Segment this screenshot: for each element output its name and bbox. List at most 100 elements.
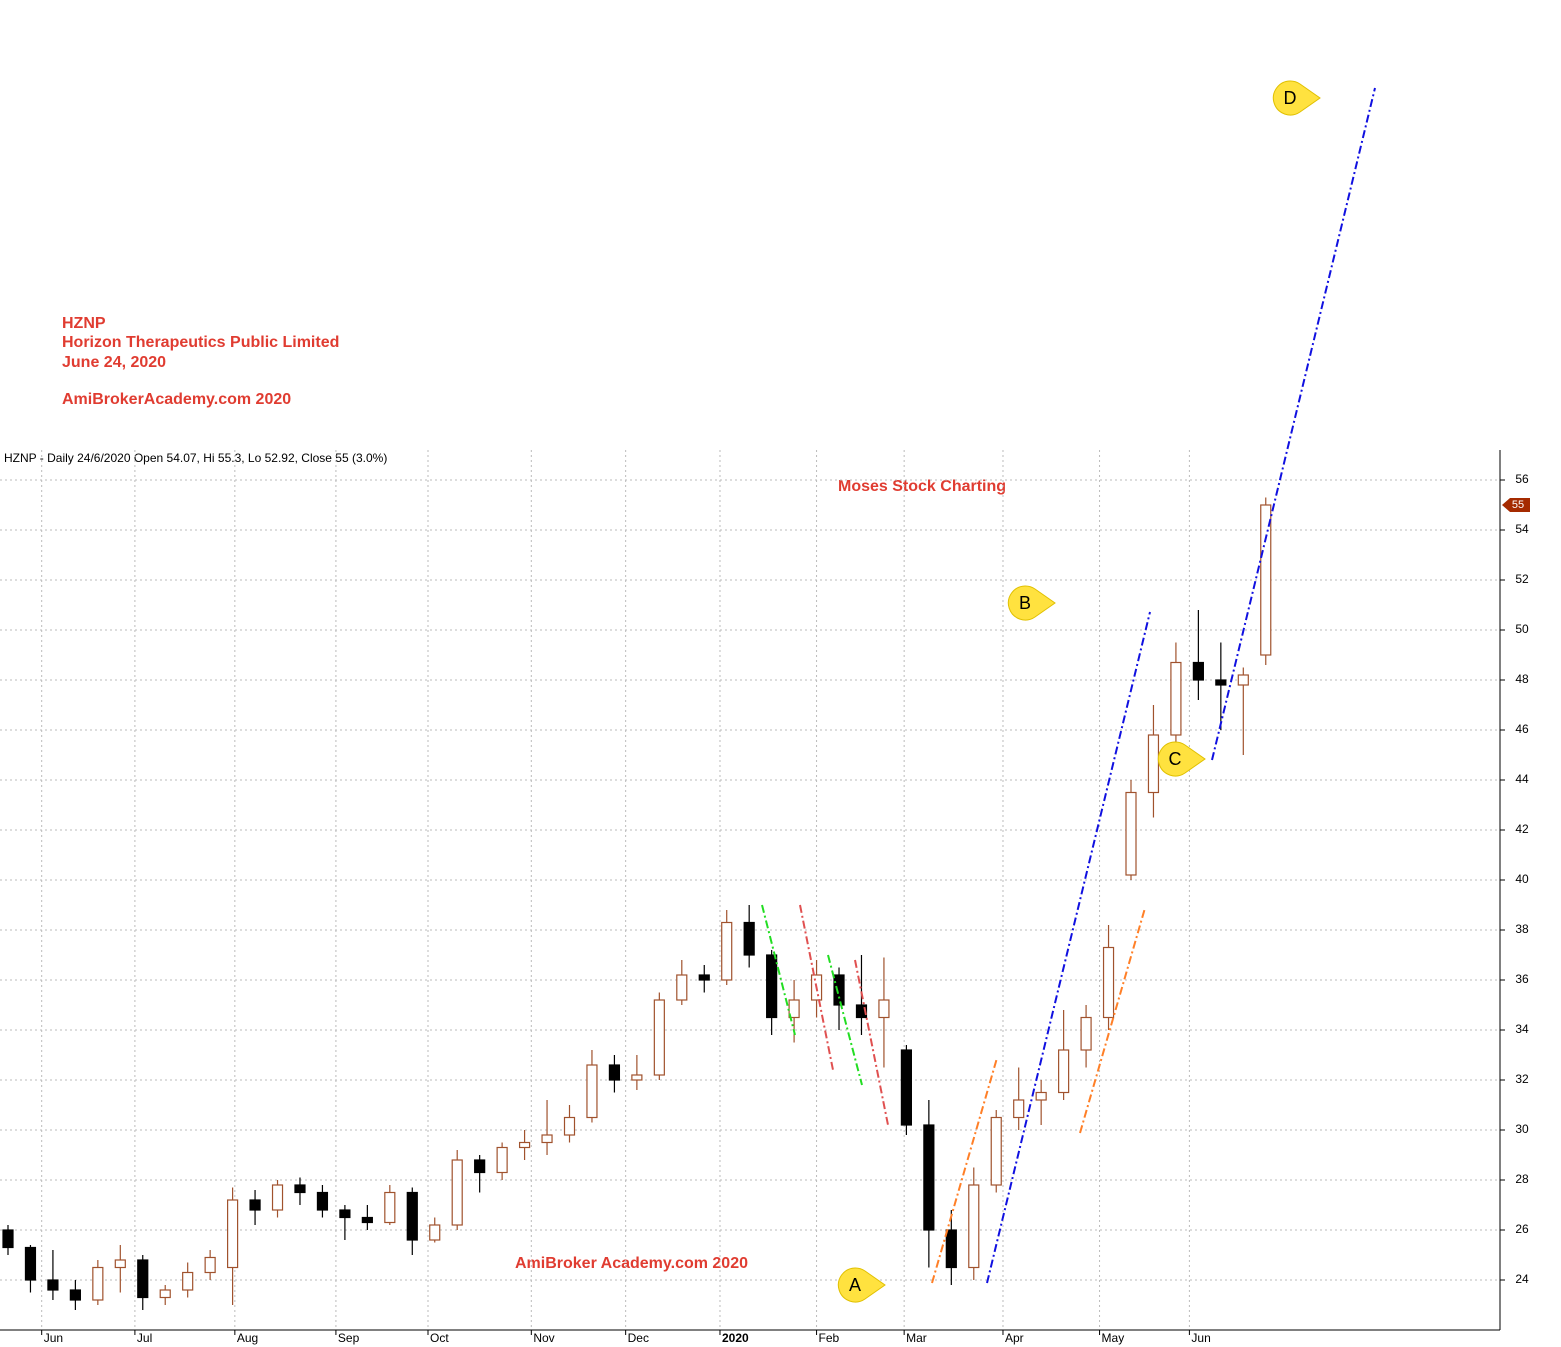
candle-body [541,1134,553,1144]
annotation-bubble [1272,80,1321,116]
x-tick-label: Jun [1191,1331,1210,1345]
annotation-bubble [1007,585,1056,621]
y-tick-label: 46 [1515,722,1529,736]
candle-body [406,1191,418,1241]
y-tick-label: 24 [1515,1272,1529,1286]
annotation-bubble [837,1267,886,1303]
candle-body [1035,1091,1047,1101]
candle-body [1237,674,1249,686]
candle-body [451,1159,463,1226]
x-tick-label: Sep [338,1331,360,1345]
annotation-label: A [849,1275,861,1295]
y-tick-label: 34 [1515,1022,1529,1036]
candle-body [1125,791,1137,876]
candle-body [361,1216,373,1224]
candle-body [586,1064,598,1119]
candle-body [384,1191,396,1224]
x-tick-label: May [1102,1331,1125,1345]
x-tick-label: Jun [44,1331,63,1345]
annotation-label: B [1019,593,1031,613]
credit: AmiBrokerAcademy.com 2020 [62,391,291,408]
y-tick-label: 30 [1515,1122,1529,1136]
candle-body [1192,661,1204,681]
candle-body [968,1184,980,1269]
candle-body [676,974,688,1001]
candle-body [833,974,845,1006]
candle-body [631,1074,643,1081]
title-line: HZNP [62,315,106,332]
y-tick-label: 40 [1515,872,1529,886]
candle-body [1102,946,1115,1019]
candle-body [1058,1049,1070,1094]
candle-body [855,1004,868,1019]
candle-body [721,921,733,981]
candle-body [339,1209,351,1219]
plot: 24 26 28 30 32 34 36 38 40 42 44 46 48 50 52 54 56 Jun Jul… [0,450,1530,1345]
last-price-label: 55 [1512,499,1524,511]
candle-body [653,999,665,1076]
title-line: June 24, 2020 [62,354,166,371]
annotation-label: D [1284,88,1297,108]
y-tick-label: 52 [1515,572,1529,586]
x-tick-label: Aug [237,1331,258,1345]
candle-body [945,1229,957,1269]
x-tick-label: Dec [628,1331,649,1345]
y-tick-label: 38 [1515,922,1529,936]
trend-line [1079,907,1146,1134]
candle-body [69,1289,81,1301]
trend-line [799,904,834,1071]
y-tick-label: 54 [1515,522,1529,536]
candle-body [159,1289,171,1299]
markers: A B C D [837,80,1321,1303]
candle-body [474,1159,486,1174]
candle-body [137,1259,149,1299]
x-tick-label: Nov [533,1331,554,1345]
trend-line [854,959,889,1126]
y-tick-label: 44 [1515,772,1529,786]
candle-body [294,1184,306,1194]
candle-body [698,974,710,981]
candle-body [182,1271,194,1291]
candle-body [249,1199,261,1211]
y-tick-label: 42 [1515,822,1529,836]
candle-body [1215,679,1227,686]
candle-body [92,1266,104,1301]
candle-body [1147,734,1160,794]
candle-body [114,1259,126,1269]
candle-body [1170,661,1182,736]
trend-line [1211,87,1376,761]
candle-body [204,1256,216,1274]
x-tick-label: 2020 [722,1331,749,1345]
y-tick-label: 56 [1515,472,1529,486]
header: HZNP - Daily 24/6/2020 Open 54.07, Hi 55… [4,451,387,465]
candle-body [608,1064,621,1081]
candle-body [1080,1016,1092,1051]
y-tick-label: 48 [1515,672,1529,686]
candle-body [227,1199,239,1269]
candle-body [1013,1099,1025,1119]
candle-body [496,1146,508,1174]
candle-body [743,921,755,956]
y-tick-label: 28 [1515,1172,1529,1186]
x-tick-label: Feb [819,1331,840,1345]
trend-line [761,904,796,1036]
y-tick-label: 26 [1515,1222,1529,1236]
y-tick-label: 36 [1515,972,1529,986]
candle-body [990,1116,1002,1186]
x-tick-label: Jul [137,1331,152,1345]
x-tick-label: Oct [430,1331,449,1345]
trend-line [931,1057,998,1284]
watermark: Moses Stock Charting [838,478,1006,495]
candle-body [878,999,890,1019]
annotation-label: C [1169,749,1182,769]
candle-body [923,1124,935,1231]
candle-body [429,1224,441,1241]
y-tick-label: 32 [1515,1072,1529,1086]
x-tick-label: Mar [906,1331,927,1345]
watermark: AmiBroker Academy.com 2020 [515,1255,748,1272]
annotation-bubble [1157,741,1206,777]
candle-body [316,1191,329,1211]
candle-body [1260,504,1272,656]
candle-body [518,1141,531,1149]
